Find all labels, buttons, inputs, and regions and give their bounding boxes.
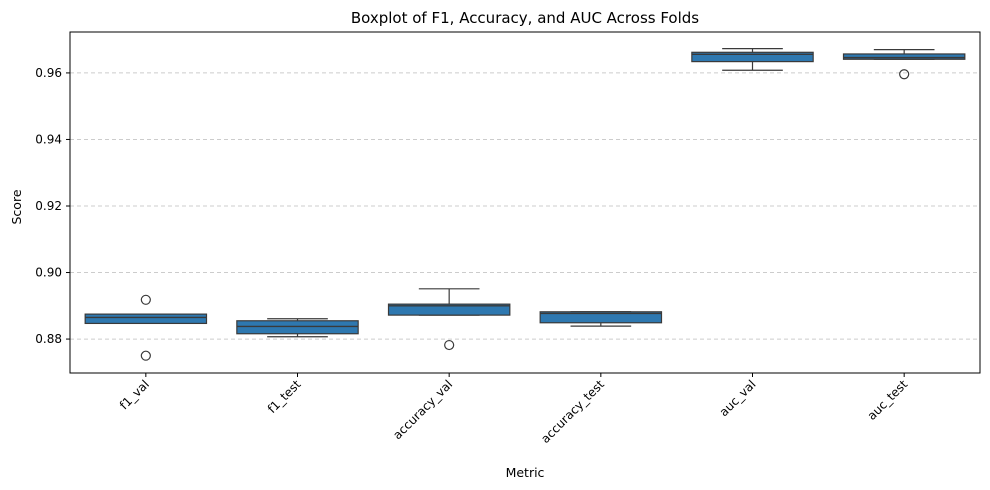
box-f1_test bbox=[236, 318, 359, 338]
outlier-point bbox=[140, 294, 151, 305]
x-tick-label: f1_val bbox=[117, 377, 152, 412]
outlier-point bbox=[444, 339, 455, 351]
y-tick-label: 0.90 bbox=[35, 266, 62, 280]
y-tick-label: 0.92 bbox=[35, 199, 62, 213]
outlier-point bbox=[899, 69, 910, 80]
y-axis: 0.88 0.90 0.92 0.94 0.96 bbox=[35, 66, 70, 346]
box-iqr bbox=[691, 51, 814, 63]
box-layer bbox=[84, 48, 966, 361]
chart-title: Boxplot of F1, Accuracy, and AUC Across … bbox=[351, 9, 699, 27]
box-accuracy_val bbox=[387, 288, 511, 351]
y-tick-label: 0.96 bbox=[35, 66, 62, 80]
box-auc_val bbox=[691, 48, 814, 71]
plot-frame bbox=[69, 31, 981, 374]
x-tick-label: accuracy_val bbox=[390, 377, 455, 442]
box-auc_test bbox=[842, 49, 966, 80]
box-iqr bbox=[842, 53, 966, 60]
grid-lines bbox=[70, 72, 980, 340]
y-tick-label: 0.88 bbox=[35, 332, 62, 346]
outlier-point bbox=[140, 350, 151, 361]
y-tick-label: 0.94 bbox=[35, 132, 62, 146]
x-axis-label: Metric bbox=[506, 465, 545, 480]
x-tick-label: f1_test bbox=[265, 377, 304, 416]
box-accuracy_test bbox=[539, 311, 663, 327]
box-iqr bbox=[539, 311, 663, 324]
y-axis-label: Score bbox=[9, 189, 24, 224]
x-tick-label: auc_val bbox=[717, 377, 759, 419]
box-f1_val bbox=[84, 294, 208, 361]
box-iqr bbox=[387, 303, 511, 316]
box-iqr bbox=[236, 320, 359, 335]
box-iqr bbox=[84, 313, 208, 325]
x-axis: f1_val f1_test accuracy_val accuracy_test au… bbox=[117, 373, 911, 446]
x-tick-label: auc_test bbox=[865, 377, 911, 423]
x-tick-label: accuracy_test bbox=[538, 377, 607, 446]
